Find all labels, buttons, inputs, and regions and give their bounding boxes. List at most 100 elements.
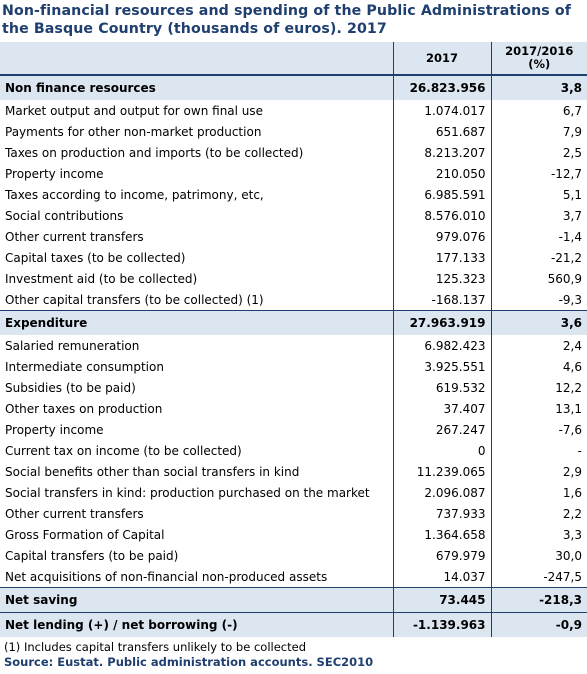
row-label: Net saving bbox=[0, 587, 393, 613]
row-value-2017: 73.445 bbox=[392, 587, 491, 613]
row-label: Capital taxes (to be collected) bbox=[5, 250, 186, 265]
table-row: Investment aid (to be collected) 125.323 5… bbox=[0, 268, 587, 289]
row-value-2017: 651.687 bbox=[392, 121, 491, 142]
section-row: Non finance resources 26.823.956 3,8 bbox=[0, 75, 587, 100]
row-change: 12,2 bbox=[490, 377, 587, 398]
row-label: Social contributions bbox=[5, 208, 124, 223]
row-value-2017: 8.576.010 bbox=[392, 205, 491, 226]
row-value-2017: 125.323 bbox=[392, 268, 491, 289]
table-row: Subsidies (to be paid) 619.532 12,2 bbox=[0, 377, 587, 398]
row-label: Other capital transfers (to be collected… bbox=[5, 292, 264, 307]
page-title: Non-financial resources and spending of … bbox=[2, 3, 571, 37]
row-value-2017: 619.532 bbox=[392, 377, 491, 398]
data-table: 2017 2017/2016 (%) Non finance resources… bbox=[0, 42, 587, 637]
row-value-2017: 6.982.423 bbox=[392, 335, 491, 356]
row-label: Taxes according to income, patrimony, et… bbox=[5, 187, 264, 202]
header-row: 2017 2017/2016 (%) bbox=[0, 42, 587, 75]
row-label: Non finance resources bbox=[0, 75, 393, 100]
row-change: -9,3 bbox=[490, 289, 587, 311]
row-label: Other taxes on production bbox=[5, 401, 163, 416]
row-change: -21,2 bbox=[490, 247, 587, 268]
row-change: -247,5 bbox=[490, 566, 587, 588]
row-change: 560,9 bbox=[490, 268, 587, 289]
source-note: Source: Eustat. Public administration ac… bbox=[4, 655, 374, 669]
row-change: -0,9 bbox=[490, 612, 587, 637]
footnote: (1) Includes capital transfers unlikely … bbox=[4, 640, 306, 654]
row-label: Expenditure bbox=[0, 310, 393, 335]
section-row: Expenditure 27.963.919 3,6 bbox=[0, 310, 587, 335]
row-value-2017: 267.247 bbox=[392, 419, 491, 440]
row-change: - bbox=[490, 440, 587, 461]
row-change: 13,1 bbox=[490, 398, 587, 419]
table-row: Net acquisitions of non-financial non-pr… bbox=[0, 566, 587, 588]
table-row: Market output and output for own final u… bbox=[0, 100, 587, 121]
row-value-2017: 1.364.658 bbox=[392, 524, 491, 545]
row-label: Property income bbox=[5, 166, 104, 181]
table-body: Non finance resources 26.823.956 3,8 Market… bbox=[0, 75, 587, 637]
row-change: 6,7 bbox=[490, 100, 587, 121]
row-value-2017: 679.979 bbox=[392, 545, 491, 566]
table-row: Other capital transfers (to be collected… bbox=[0, 289, 587, 311]
row-value-2017: 26.823.956 bbox=[392, 75, 491, 100]
row-label: Other current transfers bbox=[5, 506, 144, 521]
table-row: Payments for other non-market production… bbox=[0, 121, 587, 142]
table-row: Current tax on income (to be collected) 0… bbox=[0, 440, 587, 461]
header-change: 2017/2016 (%) bbox=[490, 42, 587, 75]
row-change: 1,6 bbox=[490, 482, 587, 503]
row-change: 3,8 bbox=[490, 75, 587, 100]
row-change: 4,6 bbox=[490, 356, 587, 377]
table-row: Property income 210.050 -12,7 bbox=[0, 163, 587, 184]
row-value-2017: 177.133 bbox=[392, 247, 491, 268]
table-row: Taxes according to income, patrimony, et… bbox=[0, 184, 587, 205]
row-value-2017: -168.137 bbox=[392, 289, 491, 311]
row-value-2017: 37.407 bbox=[392, 398, 491, 419]
row-label: Subsidies (to be paid) bbox=[5, 380, 136, 395]
section-row: Net lending (+) / net borrowing (-) -1.13… bbox=[0, 612, 587, 637]
table-row: Social transfers in kind: production pur… bbox=[0, 482, 587, 503]
row-label: Market output and output for own final u… bbox=[5, 103, 264, 118]
row-value-2017: 3.925.551 bbox=[392, 356, 491, 377]
row-change: 5,1 bbox=[490, 184, 587, 205]
row-change: 7,9 bbox=[490, 121, 587, 142]
row-value-2017: 6.985.591 bbox=[392, 184, 491, 205]
row-value-2017: 14.037 bbox=[392, 566, 491, 588]
row-label: Payments for other non-market production bbox=[5, 124, 262, 139]
row-label: Taxes on production and imports (to be c… bbox=[5, 145, 304, 160]
row-change: 3,7 bbox=[490, 205, 587, 226]
row-change: 30,0 bbox=[490, 545, 587, 566]
table-row: Salaried remuneration 6.982.423 2,4 bbox=[0, 335, 587, 356]
row-value-2017: 2.096.087 bbox=[392, 482, 491, 503]
row-label: Capital transfers (to be paid) bbox=[5, 548, 179, 563]
row-value-2017: 210.050 bbox=[392, 163, 491, 184]
table-row: Intermediate consumption 3.925.551 4,6 bbox=[0, 356, 587, 377]
row-value-2017: 27.963.919 bbox=[392, 310, 491, 335]
row-label: Net acquisitions of non-financial non-pr… bbox=[5, 569, 328, 584]
table-row: Other current transfers 979.076 -1,4 bbox=[0, 226, 587, 247]
row-change: -12,7 bbox=[490, 163, 587, 184]
table-row: Capital taxes (to be collected) 177.133 -2… bbox=[0, 247, 587, 268]
table-row: Social benefits other than social transf… bbox=[0, 461, 587, 482]
row-label: Social transfers in kind: production pur… bbox=[5, 485, 370, 500]
row-value-2017: 1.074.017 bbox=[392, 100, 491, 121]
row-change: 2,9 bbox=[490, 461, 587, 482]
table-row: Social contributions 8.576.010 3,7 bbox=[0, 205, 587, 226]
header-year: 2017 bbox=[392, 42, 491, 75]
table-row: Capital transfers (to be paid) 679.979 30,… bbox=[0, 545, 587, 566]
row-label: Current tax on income (to be collected) bbox=[5, 443, 242, 458]
row-value-2017: 737.933 bbox=[392, 503, 491, 524]
row-label: Net lending (+) / net borrowing (-) bbox=[0, 612, 393, 637]
row-change: 2,4 bbox=[490, 335, 587, 356]
row-change: -1,4 bbox=[490, 226, 587, 247]
row-label: Investment aid (to be collected) bbox=[5, 271, 198, 286]
row-change: -218,3 bbox=[490, 587, 587, 613]
section-row: Net saving 73.445 -218,3 bbox=[0, 587, 587, 613]
table-row: Other current transfers 737.933 2,2 bbox=[0, 503, 587, 524]
row-label: Salaried remuneration bbox=[5, 338, 140, 353]
row-label: Property income bbox=[5, 422, 104, 437]
row-change: 3,6 bbox=[490, 310, 587, 335]
row-value-2017: 0 bbox=[392, 440, 491, 461]
row-change: -7,6 bbox=[490, 419, 587, 440]
row-label: Other current transfers bbox=[5, 229, 144, 244]
row-change: 2,5 bbox=[490, 142, 587, 163]
